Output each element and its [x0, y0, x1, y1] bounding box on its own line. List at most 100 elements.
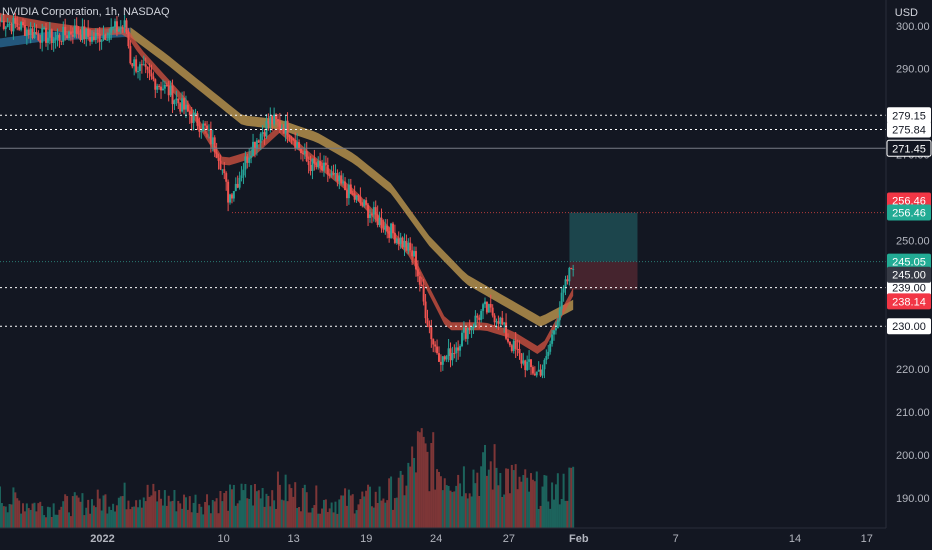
candle-body: [286, 120, 289, 136]
candle-body: [165, 84, 168, 86]
volume-bar: [192, 502, 195, 528]
volume-bar: [275, 508, 278, 528]
candle-body: [537, 369, 540, 372]
volume-bar: [10, 504, 13, 528]
volume-bar: [240, 483, 243, 528]
candle-body: [382, 228, 385, 230]
candle-body: [106, 39, 109, 41]
candle-body: [263, 132, 266, 137]
candle-body: [457, 347, 460, 351]
volume-bar: [382, 498, 385, 528]
volume-bar: [284, 474, 287, 528]
volume-bar: [244, 483, 247, 528]
volume-bar: [161, 505, 164, 528]
y-tick-label: 190.00: [896, 493, 930, 505]
candle-body: [169, 85, 172, 96]
candle-body: [315, 163, 318, 168]
candle-body: [215, 152, 218, 159]
candle-body: [265, 121, 268, 137]
volume-bar: [169, 501, 172, 528]
candle-body: [68, 31, 71, 39]
volume-bar: [401, 474, 404, 528]
price-tag-label-box: [887, 204, 931, 221]
candle-body: [276, 119, 279, 122]
candle-body: [58, 34, 61, 41]
volume-bar: [259, 498, 262, 528]
candle-body: [271, 116, 274, 124]
volume-bar: [280, 499, 283, 528]
candle-body: [543, 360, 546, 370]
volume-bar: [206, 494, 209, 528]
candle-body: [309, 164, 312, 172]
volume-bar: [462, 466, 465, 528]
candle-body: [12, 18, 15, 32]
volume-bar: [196, 512, 199, 528]
volume-bar: [533, 481, 536, 528]
candle-body: [466, 327, 469, 339]
candle-body: [200, 131, 203, 133]
candle-body: [401, 237, 404, 248]
volume-bar: [91, 499, 94, 528]
y-tick-label: 220.00: [896, 364, 930, 376]
volume-bar: [296, 508, 299, 528]
volume-bar: [547, 501, 550, 528]
price-level-label-box: [887, 121, 931, 138]
volume-bar: [474, 483, 477, 528]
volume-bar: [229, 484, 232, 528]
volume-bar: [137, 507, 140, 528]
volume-bar: [234, 505, 237, 528]
candle-body: [273, 114, 276, 124]
volume-bar: [489, 461, 492, 528]
volume-bar: [466, 498, 469, 528]
volume-bar: [516, 489, 519, 528]
volume-bar: [265, 493, 268, 528]
volume-bar: [140, 507, 143, 528]
volume-bar: [18, 500, 21, 528]
volume-bar: [12, 487, 15, 528]
price-level-label: 230.00: [892, 321, 926, 333]
candle-body: [390, 223, 393, 238]
volume-bar: [188, 496, 191, 528]
candle-body: [56, 34, 59, 38]
candle-body: [27, 29, 30, 35]
candle-body: [79, 34, 82, 41]
position-target-zone: [569, 212, 638, 262]
volume-bar: [520, 481, 523, 528]
volume-bar: [562, 473, 565, 528]
volume-bar: [418, 432, 421, 528]
candle-body: [0, 17, 1, 22]
volume-bar: [69, 516, 72, 528]
candle-body: [257, 140, 260, 143]
candle-body: [372, 207, 375, 215]
candle-body: [37, 34, 40, 41]
volume-bar: [211, 500, 214, 528]
volume-bar: [190, 512, 193, 528]
candle-body: [572, 268, 575, 270]
volume-bar: [0, 486, 1, 528]
volume-bar: [345, 505, 348, 528]
candle-body: [434, 344, 437, 347]
candle-body: [430, 327, 433, 340]
volume-bar: [31, 503, 34, 528]
candle-body: [100, 39, 103, 42]
candle-body: [317, 161, 320, 168]
volume-bar: [370, 506, 373, 528]
volume-bar: [171, 500, 174, 528]
volume-bar: [117, 497, 120, 528]
candle-body: [526, 361, 529, 370]
candle-body: [253, 141, 256, 149]
price-level-label: 275.84: [892, 124, 926, 136]
candle-body: [144, 64, 147, 67]
candle-body: [179, 103, 182, 112]
volume-bar: [428, 491, 431, 528]
candle-body: [432, 339, 435, 345]
volume-bar: [131, 506, 134, 528]
candle-body: [117, 28, 120, 32]
volume-bar: [531, 479, 534, 528]
candle-body: [516, 348, 519, 350]
volume-bar: [114, 511, 117, 528]
candle-body: [125, 20, 128, 32]
candle-body: [35, 32, 38, 35]
candle-body: [259, 133, 262, 143]
